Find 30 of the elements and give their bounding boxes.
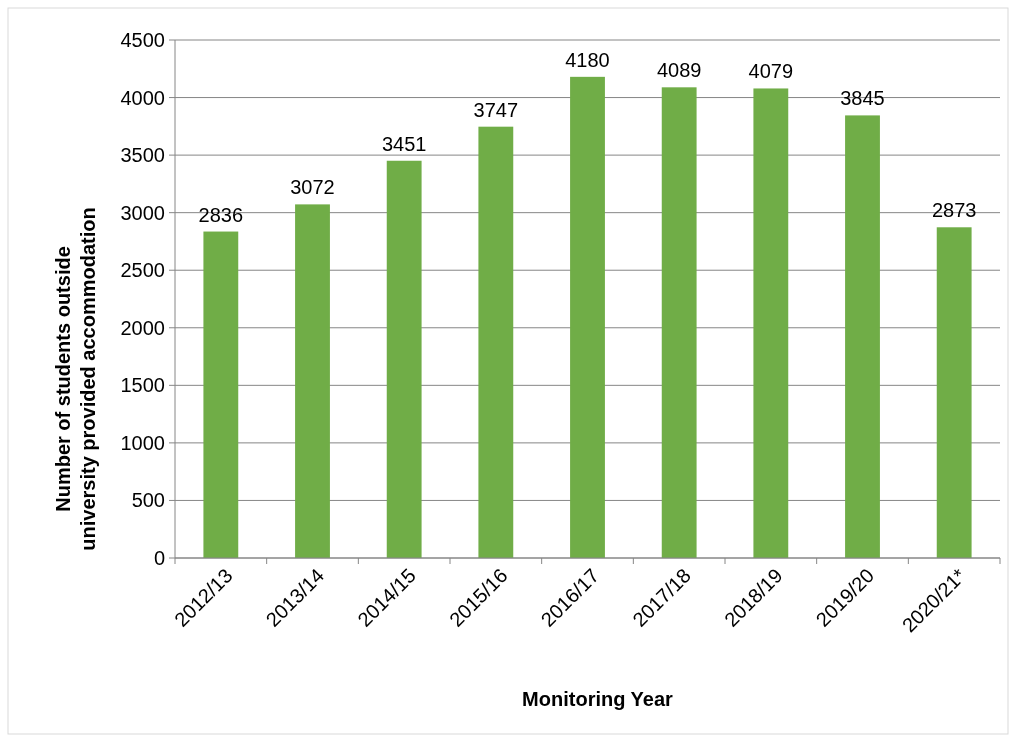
- y-tick-label: 1000: [120, 431, 165, 454]
- bar: [845, 115, 880, 558]
- y-tick-label: 500: [131, 489, 165, 512]
- data-label: 3845: [840, 87, 885, 110]
- bar: [478, 126, 514, 558]
- bar: [753, 88, 789, 558]
- x-axis-title: Monitoring Year: [522, 688, 674, 710]
- y-tick-label: 3000: [120, 201, 165, 224]
- data-label: 3072: [290, 176, 335, 199]
- y-tick-label: 1500: [120, 374, 165, 397]
- data-label: 2836: [198, 203, 244, 226]
- data-label: 2873: [931, 199, 977, 222]
- y-axis-title: Number of students outside university provided accommodation: [52, 207, 99, 551]
- data-label: 3451: [381, 132, 427, 155]
- bar: [386, 160, 422, 558]
- data-label: 3747: [473, 98, 519, 121]
- y-tick-label: 3500: [120, 144, 165, 167]
- y-tick-label: 4000: [120, 86, 165, 109]
- y-tick-label: 2000: [120, 316, 165, 339]
- data-label: 4089: [656, 59, 702, 82]
- y-tick-label: 2500: [120, 259, 165, 282]
- bar: [661, 87, 697, 558]
- bar: [570, 76, 605, 558]
- bar: [203, 231, 239, 558]
- data-label: 4180: [565, 48, 610, 71]
- y-tick-label: 4500: [120, 29, 165, 51]
- data-label: 4079: [748, 60, 794, 83]
- y-tick-label: 0: [153, 547, 165, 569]
- bar: [936, 227, 972, 558]
- bar: [295, 204, 330, 558]
